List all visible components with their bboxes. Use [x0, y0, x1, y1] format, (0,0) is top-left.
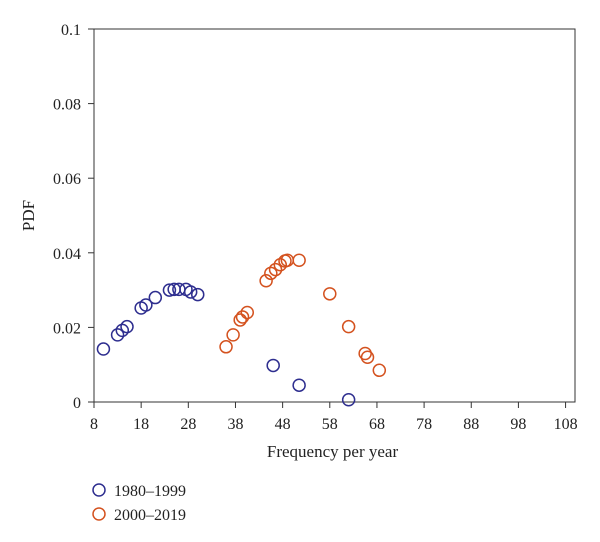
x-tick-label: 88: [463, 416, 479, 433]
x-tick-label: 58: [322, 416, 338, 433]
data-point: [358, 346, 372, 361]
x-tick-label: 28: [180, 416, 196, 433]
y-tick-label: 0.1: [61, 22, 81, 39]
data-point: [264, 266, 278, 281]
x-tick-label: 8: [90, 416, 98, 433]
data-point: [183, 285, 198, 299]
legend-label: 1980–1999: [114, 483, 186, 500]
legend-marker: [92, 483, 106, 497]
data-point: [341, 319, 356, 334]
x-tick-label: 38: [227, 416, 243, 433]
data-points: [96, 253, 387, 407]
data-point: [268, 262, 283, 277]
data-point: [162, 283, 177, 297]
legend-marker: [92, 507, 106, 521]
data-point: [233, 313, 247, 327]
data-point: [240, 305, 255, 320]
data-point: [266, 358, 280, 373]
y-tick-label: 0.06: [53, 171, 81, 188]
data-point: [96, 342, 111, 356]
y-tick-label: 0.04: [53, 246, 81, 263]
x-tick-label: 48: [275, 416, 291, 433]
data-point: [235, 310, 250, 324]
series-1: [96, 282, 356, 407]
data-point: [292, 253, 306, 268]
data-point: [110, 328, 125, 342]
series-2: [219, 253, 387, 378]
data-point: [341, 393, 356, 407]
data-point: [360, 350, 375, 364]
y-tick-label: 0.08: [53, 97, 81, 114]
x-tick-label: 18: [133, 416, 149, 433]
y-tick-label: 0.02: [53, 320, 81, 337]
data-point: [292, 378, 306, 392]
data-point: [190, 287, 205, 302]
x-axis: 8 18 28 38 48 58 68 78 88 98 108: [90, 402, 578, 433]
data-point: [139, 298, 153, 312]
data-point: [259, 274, 273, 288]
data-point: [219, 340, 233, 354]
data-point: [115, 323, 130, 338]
y-tick-label: 0: [73, 395, 81, 412]
data-point: [273, 257, 288, 272]
plot-border: [93, 28, 576, 403]
data-point: [120, 319, 134, 334]
x-tick-label: 78: [416, 416, 432, 433]
x-axis-label: Frequency per year: [267, 442, 399, 461]
plot-frame: [93, 28, 576, 403]
data-point: [323, 287, 337, 301]
data-point: [148, 290, 163, 305]
x-tick-label: 68: [369, 416, 385, 433]
x-tick-label: 98: [510, 416, 526, 433]
data-point: [372, 363, 387, 378]
x-tick-label: 108: [554, 416, 578, 433]
y-axis-label: PDF: [19, 200, 38, 231]
legend: 1980–1999 2000–2019: [92, 483, 186, 524]
legend-label: 2000–2019: [114, 507, 186, 524]
data-point: [226, 328, 240, 342]
y-axis: 0 0.02 0.04 0.06 0.08 0.1: [53, 22, 94, 412]
